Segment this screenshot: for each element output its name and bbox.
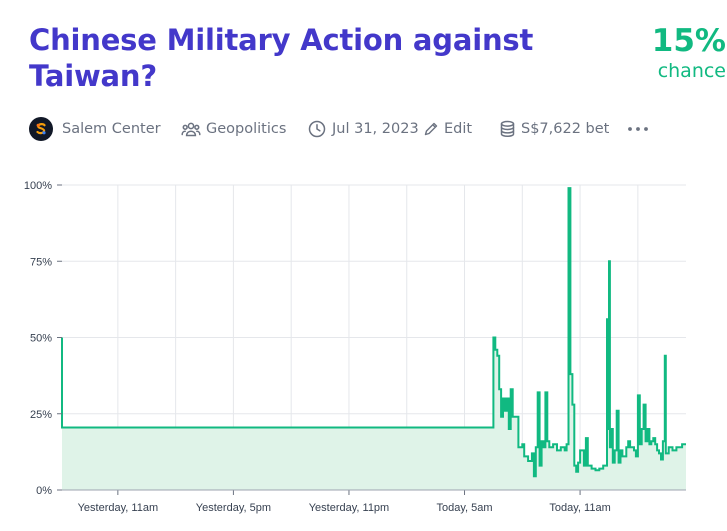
more-options-button[interactable] xyxy=(627,117,649,141)
avatar[interactable] xyxy=(29,117,53,141)
edit-button[interactable]: Edit xyxy=(423,117,472,141)
more-horizontal-icon xyxy=(628,127,648,131)
x-tick-label: Yesterday, 11pm xyxy=(309,502,390,514)
creator-name: Salem Center xyxy=(62,121,161,137)
x-tick-label: Today, 5am xyxy=(436,502,492,514)
y-tick-label: 0% xyxy=(36,485,52,497)
creator-logo-icon xyxy=(32,120,50,138)
x-tick-label: Today, 11am xyxy=(549,502,610,514)
probability-area xyxy=(62,188,686,490)
volume-text: S$7,622 bet xyxy=(521,121,610,137)
x-tick-label: Yesterday, 11am xyxy=(78,502,159,514)
y-tick-label: 50% xyxy=(30,333,52,345)
close-date-text: Jul 31, 2023 xyxy=(332,121,419,137)
database-icon xyxy=(500,120,515,138)
clock-icon xyxy=(308,120,326,138)
users-icon xyxy=(181,122,201,137)
group-name: Geopolitics xyxy=(206,121,287,137)
volume-display: S$7,622 bet xyxy=(499,117,609,141)
close-date: Jul 31, 2023 xyxy=(308,117,419,141)
x-tick-label: Yesterday, 5pm xyxy=(196,502,271,514)
probability-display: 15% chance xyxy=(617,23,727,82)
pencil-icon xyxy=(424,122,438,136)
edit-label: Edit xyxy=(444,121,473,137)
market-title: Chinese Military Action against Taiwan? xyxy=(29,23,534,94)
probability-label: chance xyxy=(657,59,726,82)
y-tick-label: 75% xyxy=(30,256,52,268)
market-meta-bar: Salem Center Geopolitics Jul 31, 2023 Ed… xyxy=(29,117,719,141)
probability-line xyxy=(61,187,686,478)
probability-value: 15% xyxy=(651,23,726,59)
group-link[interactable]: Geopolitics xyxy=(181,117,286,141)
probability-chart[interactable]: 0% 25% 50% 75% 100% Yesterday, 11am Yesterday,… xyxy=(0,170,727,531)
creator-link[interactable]: Salem Center xyxy=(29,117,161,141)
y-tick-label: 100% xyxy=(24,180,52,192)
y-tick-label: 25% xyxy=(30,409,52,421)
